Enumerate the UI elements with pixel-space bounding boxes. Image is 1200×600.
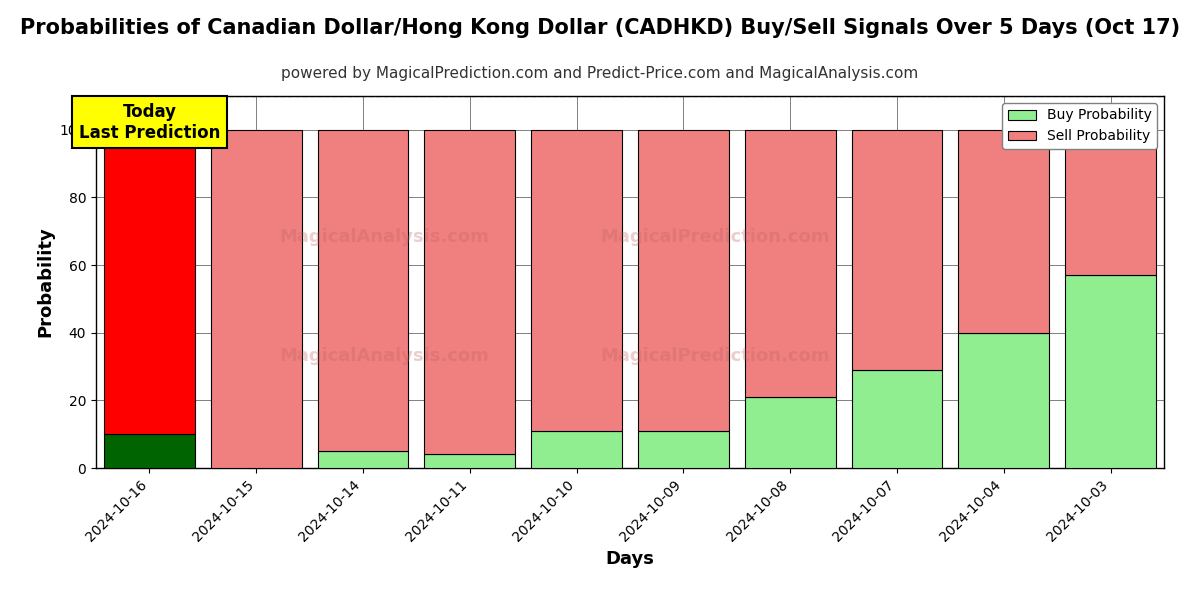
Bar bbox=[638, 130, 728, 431]
Bar bbox=[959, 130, 1049, 333]
Text: MagicalAnalysis.com: MagicalAnalysis.com bbox=[280, 229, 490, 247]
Bar bbox=[852, 130, 942, 370]
Bar bbox=[425, 454, 515, 468]
Text: MagicalAnalysis.com: MagicalAnalysis.com bbox=[280, 347, 490, 365]
Bar bbox=[745, 397, 835, 468]
Bar bbox=[318, 451, 408, 468]
Bar bbox=[425, 130, 515, 454]
Legend: Buy Probability, Sell Probability: Buy Probability, Sell Probability bbox=[1002, 103, 1157, 149]
Bar bbox=[745, 130, 835, 397]
Bar bbox=[1066, 275, 1156, 468]
Bar bbox=[104, 434, 194, 468]
Bar bbox=[638, 431, 728, 468]
Bar bbox=[532, 130, 622, 431]
Text: Today
Last Prediction: Today Last Prediction bbox=[79, 103, 220, 142]
Y-axis label: Probability: Probability bbox=[36, 227, 54, 337]
Bar bbox=[104, 130, 194, 434]
Text: MagicalPrediction.com: MagicalPrediction.com bbox=[601, 229, 830, 247]
Text: MagicalPrediction.com: MagicalPrediction.com bbox=[601, 347, 830, 365]
Bar bbox=[1066, 130, 1156, 275]
X-axis label: Days: Days bbox=[606, 550, 654, 568]
Bar bbox=[318, 130, 408, 451]
Bar bbox=[852, 370, 942, 468]
Bar bbox=[959, 333, 1049, 468]
Text: powered by MagicalPrediction.com and Predict-Price.com and MagicalAnalysis.com: powered by MagicalPrediction.com and Pre… bbox=[281, 66, 919, 81]
Bar bbox=[211, 130, 301, 468]
Bar bbox=[532, 431, 622, 468]
Text: Probabilities of Canadian Dollar/Hong Kong Dollar (CADHKD) Buy/Sell Signals Over: Probabilities of Canadian Dollar/Hong Ko… bbox=[20, 18, 1180, 38]
